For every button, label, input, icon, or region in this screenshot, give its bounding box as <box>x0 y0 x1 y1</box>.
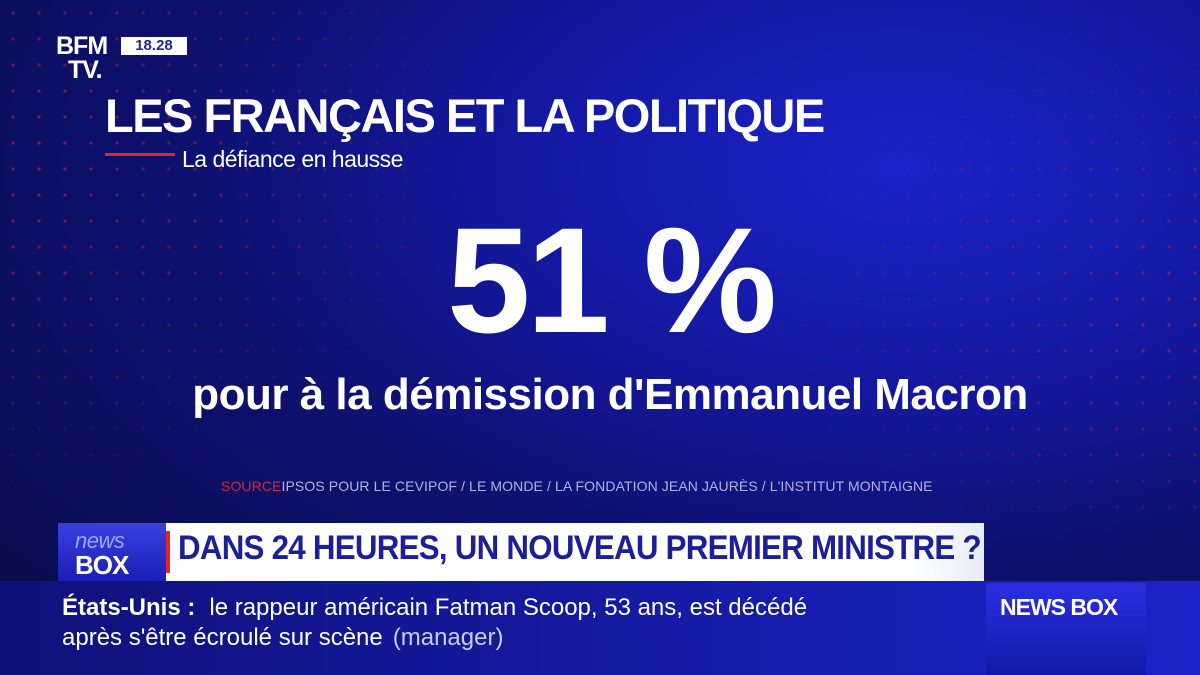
headline-separator <box>166 531 170 573</box>
headline-bar <box>58 523 984 581</box>
decorative-dot-pattern <box>0 0 520 520</box>
graphic-subtitle: La défiance en hausse <box>182 146 403 172</box>
ticker-place: États-Unis : <box>62 594 196 621</box>
logo-line2: TV. <box>68 56 103 84</box>
logo-line1: BFM <box>56 32 108 60</box>
source-label: SOURCE <box>221 478 282 494</box>
newsbox-tag-label: NEWS BOX <box>1000 594 1118 620</box>
newsbox-tag: NEWS BOX <box>986 583 1146 675</box>
channel-logo: BFM TV. <box>56 32 108 84</box>
poll-percentage: 51 % <box>447 196 777 364</box>
poll-statement: pour à la démission d'Emmanuel Macron <box>192 370 1028 419</box>
ticker-credit: (manager) <box>392 624 504 651</box>
source-credit: SOURCEIPSOS POUR LE CEVIPOF / LE MONDE /… <box>221 478 933 494</box>
graphic-title: LES FRANÇAIS ET LA POLITIQUE <box>105 89 825 142</box>
headline: DANS 24 HEURES, UN NOUVEAU PREMIER MINIS… <box>178 529 982 567</box>
ticker-text2: après s'être écroulé sur scène <box>62 624 383 651</box>
ticker-text1: le rappeur américain Fatman Scoop, 53 an… <box>209 594 808 621</box>
title-underline <box>105 153 175 156</box>
decorative-dot-pattern <box>740 0 1200 520</box>
badge-bottom: BOX <box>75 550 129 580</box>
badge-top: news <box>75 528 125 553</box>
ticker-line2: après s'être écroulé sur scène (manager) <box>62 624 503 652</box>
newsbox-badge: news BOX <box>58 523 166 581</box>
ticker-line1: États-Unis : le rappeur américain Fatman … <box>62 594 807 622</box>
clock: 18.28 <box>121 37 187 55</box>
source-text: IPSOS POUR LE CEVIPOF / LE MONDE / LA FO… <box>281 478 933 494</box>
